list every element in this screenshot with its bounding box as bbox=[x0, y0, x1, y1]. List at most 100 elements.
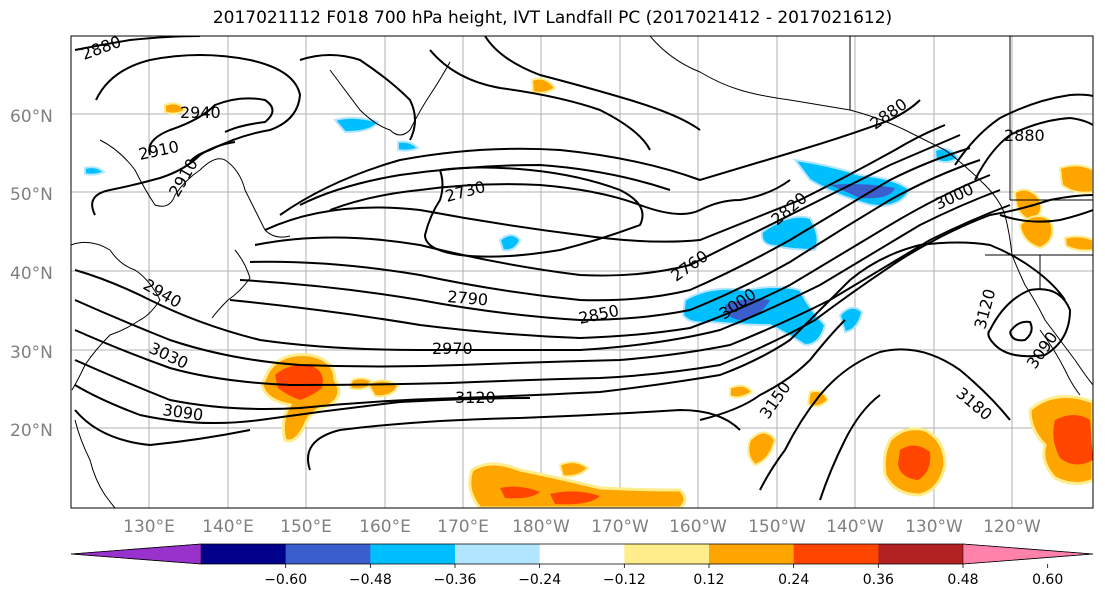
lon-label: 130°W bbox=[905, 517, 963, 537]
coastline-baja bbox=[1039, 329, 1081, 396]
ivt-positive-area bbox=[164, 102, 187, 115]
latitude-labels: 60°N 50°N 40°N 30°N 20°N bbox=[10, 107, 53, 441]
map-area bbox=[71, 36, 1093, 508]
contour-line bbox=[74, 189, 1001, 352]
colorbar-segment bbox=[624, 544, 710, 564]
contour-line bbox=[954, 93, 1093, 166]
lat-label: 20°N bbox=[10, 421, 53, 441]
lon-label: 150°E bbox=[280, 517, 332, 537]
lon-label: 130°E bbox=[123, 517, 175, 537]
lon-label: 160°W bbox=[669, 517, 727, 537]
lat-label: 30°N bbox=[10, 343, 53, 363]
colorbar-tick-label: −0.24 bbox=[518, 572, 561, 588]
lon-label: 120°W bbox=[983, 517, 1041, 537]
contour-line bbox=[1009, 320, 1033, 342]
colorbar-tick-label: 0.36 bbox=[863, 572, 894, 588]
ivt-positive-area bbox=[747, 431, 777, 467]
ivt-positive-core bbox=[1053, 415, 1093, 465]
colorbar: −0.60 −0.48 −0.36 −0.24 −0.12 0.12 0.24 0.36 0.4… bbox=[70, 543, 1094, 588]
coastline-asia bbox=[99, 139, 291, 238]
longitude-labels: 130°E 140°E 150°E 160°E 170°E 180°W 170°W 160°W… bbox=[123, 517, 1041, 537]
contour-line bbox=[429, 49, 651, 151]
colorbar-segment bbox=[793, 544, 879, 564]
ivt-positive-core bbox=[550, 491, 600, 505]
colorbar-tick-label: 0.48 bbox=[947, 572, 978, 588]
contour-label: 2940 bbox=[180, 103, 221, 122]
colorbar-segment bbox=[201, 544, 287, 564]
contour-line bbox=[279, 99, 921, 216]
lon-label: 140°W bbox=[826, 517, 884, 537]
contour-line bbox=[74, 204, 1011, 368]
ivt-negative-area bbox=[397, 140, 420, 152]
colorbar-segment bbox=[709, 544, 795, 564]
ivt-shading bbox=[84, 77, 1093, 508]
lon-label: 160°E bbox=[359, 517, 411, 537]
ivt-positive-core bbox=[275, 365, 323, 400]
contour-label: 3120 bbox=[455, 388, 496, 407]
contour-line bbox=[239, 159, 981, 322]
map-frame bbox=[70, 35, 1094, 509]
lon-label: 180°W bbox=[512, 517, 570, 537]
colorbar-tick-label: 0.60 bbox=[1032, 572, 1063, 588]
contour-label: 2790 bbox=[447, 287, 489, 309]
ivt-negative-area bbox=[760, 215, 819, 252]
contour-line bbox=[484, 36, 701, 131]
coastlines bbox=[71, 36, 1093, 508]
contour-line bbox=[299, 54, 416, 141]
colorbar-segment bbox=[455, 544, 541, 564]
contour-line bbox=[148, 97, 274, 156]
colorbar-tick-label: 0.24 bbox=[778, 572, 809, 588]
ivt-positive-area bbox=[1063, 235, 1093, 252]
contour-label: 2970 bbox=[432, 339, 473, 358]
contour-line bbox=[249, 147, 971, 302]
ivt-positive-area bbox=[1013, 188, 1043, 222]
colorbar-extend-high bbox=[962, 543, 1094, 565]
colorbar-segment bbox=[539, 544, 625, 564]
ivt-negative-area bbox=[84, 166, 106, 176]
coastline-na-west bbox=[1004, 214, 1093, 386]
height-contours bbox=[74, 36, 1093, 501]
ivt-positive-area bbox=[530, 77, 557, 94]
contour-line bbox=[987, 288, 1072, 358]
lat-label: 50°N bbox=[10, 185, 53, 205]
contour-line bbox=[299, 163, 671, 206]
colorbar-extend-low bbox=[70, 543, 202, 565]
colorbar-tick-label: 0.12 bbox=[693, 572, 724, 588]
colorbar-tick-label: −0.60 bbox=[264, 572, 307, 588]
lat-label: 60°N bbox=[10, 107, 53, 127]
contour-line bbox=[819, 394, 881, 501]
contour-line bbox=[307, 408, 741, 471]
contour-line bbox=[329, 179, 791, 215]
contour-line bbox=[423, 166, 644, 258]
contour-line bbox=[999, 209, 1093, 223]
ivt-positive-area bbox=[1018, 215, 1054, 250]
coastline-kamchatka bbox=[329, 61, 451, 136]
map-title: 2017021112 F018 700 hPa height, IVT Land… bbox=[212, 8, 893, 28]
lon-label: 170°W bbox=[591, 517, 649, 537]
ivt-positive-area bbox=[558, 461, 590, 478]
lat-label: 40°N bbox=[10, 264, 53, 284]
ivt-positive-core bbox=[898, 445, 931, 480]
contour-label: 2880 bbox=[1004, 126, 1045, 145]
contour-line bbox=[229, 174, 991, 340]
coastline-philippines bbox=[74, 419, 116, 508]
contour-line bbox=[74, 241, 1066, 410]
ivt-positive-area bbox=[729, 384, 754, 399]
colorbar-segment bbox=[878, 544, 964, 564]
coastline-japan bbox=[211, 249, 251, 319]
contour-line bbox=[74, 409, 251, 447]
ivt-negative-core bbox=[725, 298, 770, 320]
lon-label: 140°E bbox=[202, 517, 254, 537]
ivt-negative-area bbox=[838, 306, 864, 334]
contour-line bbox=[74, 384, 531, 425]
ivt-negative-area bbox=[333, 116, 380, 134]
contour-line bbox=[74, 194, 1093, 387]
coastline-asia bbox=[71, 241, 161, 391]
colorbar-tick-label: −0.12 bbox=[603, 572, 646, 588]
ivt-positive-core bbox=[500, 486, 540, 499]
colorbar-tick-label: −0.36 bbox=[434, 572, 477, 588]
colorbar-segment bbox=[285, 544, 371, 564]
contour-line bbox=[91, 141, 236, 216]
contour-line bbox=[699, 319, 846, 421]
